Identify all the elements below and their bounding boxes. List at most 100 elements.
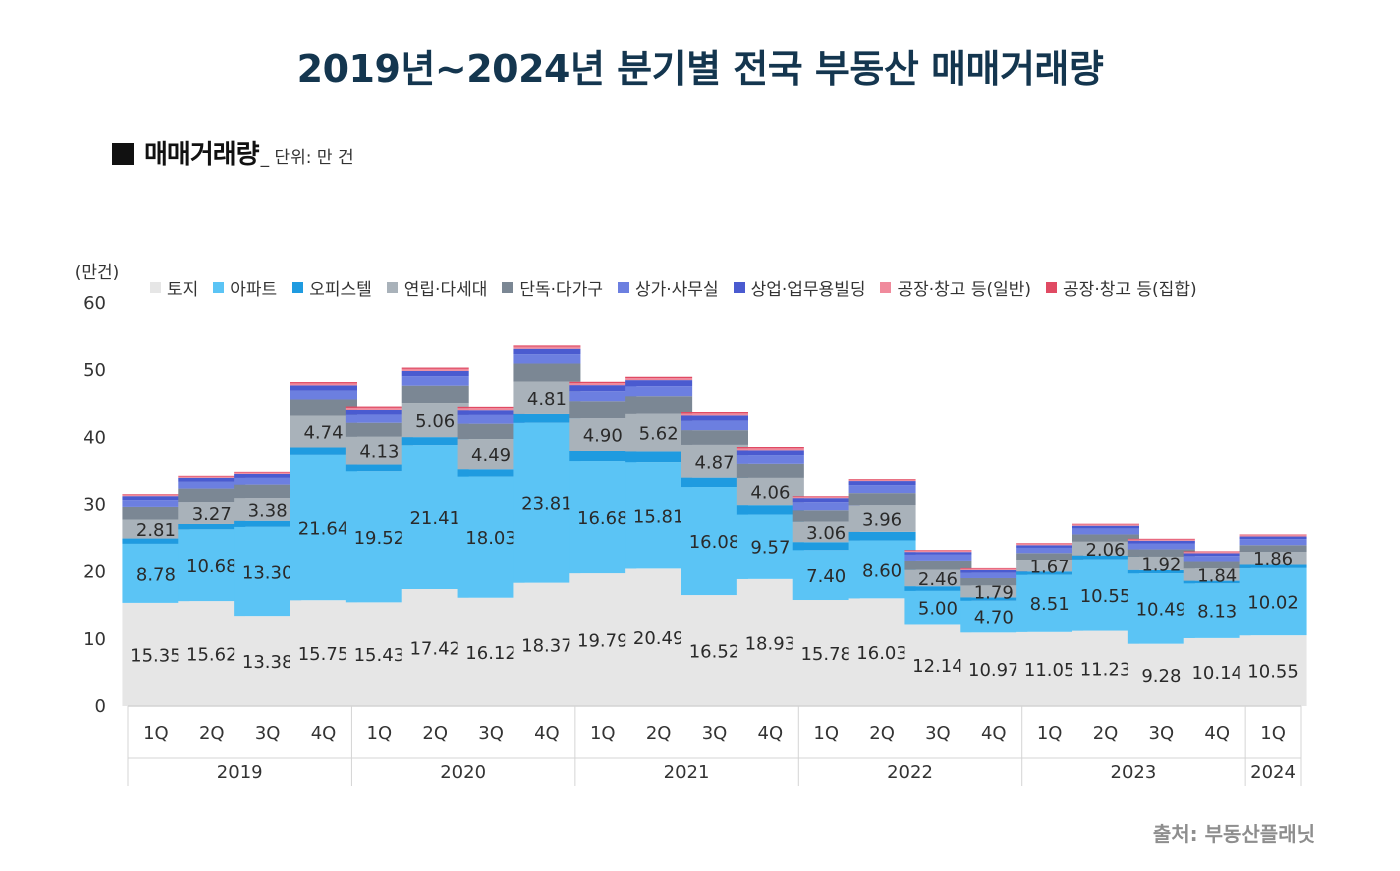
- bar-segment: [122, 506, 190, 520]
- data-label: 16.08: [689, 532, 741, 553]
- legend-swatch: [292, 282, 304, 293]
- x-tick-label: 4Q: [311, 723, 337, 744]
- bar-segment: [625, 451, 693, 463]
- bar-segment: [234, 498, 302, 521]
- x-tick-label: 1Q: [143, 723, 169, 744]
- bar-segment: [122, 494, 190, 495]
- bar-segment: [457, 597, 525, 706]
- bar-segment: [625, 413, 693, 452]
- bar-segment: [1016, 631, 1084, 706]
- legend-swatch: [880, 282, 892, 293]
- bar-segment: [569, 573, 637, 706]
- legend-item: 연립·다세대: [386, 275, 488, 300]
- bar-segment: [122, 538, 190, 544]
- bar-segment: [401, 370, 469, 377]
- bar-segment: [513, 381, 581, 414]
- data-label: 11.05: [1024, 660, 1076, 681]
- legend-item: 아파트: [213, 275, 277, 300]
- data-label: 12.14: [912, 656, 964, 677]
- x-tick-label: 4Q: [1204, 723, 1230, 744]
- bar-segment: [792, 496, 860, 499]
- bar-segment: [848, 598, 916, 706]
- legend-item: 오피스텔: [292, 275, 372, 300]
- bar-segment: [960, 632, 1028, 706]
- bar-segment: [1183, 583, 1251, 638]
- bar-segment: [290, 399, 357, 416]
- bar-segment: [345, 436, 413, 465]
- data-label: 4.49: [471, 445, 511, 466]
- bar-segment: [1127, 549, 1195, 557]
- data-label: 10.68: [186, 556, 238, 577]
- x-tick-label: 2Q: [1093, 723, 1119, 744]
- bar-segment: [681, 487, 748, 596]
- bar-segment: [625, 376, 693, 379]
- bar-segment: [234, 477, 302, 485]
- data-label: 2.81: [136, 520, 176, 541]
- data-label: 2.46: [918, 569, 958, 590]
- subtitle-main: 매매거래량: [144, 140, 260, 170]
- data-label: 15.62: [186, 645, 238, 666]
- bar-segment: [1072, 534, 1139, 542]
- legend-label: 연립·다세대: [403, 280, 488, 300]
- bar-segment: [569, 381, 637, 384]
- data-label: 8.60: [862, 560, 902, 581]
- bar-segment: [1183, 552, 1251, 554]
- bar-segment: [290, 454, 357, 601]
- bar-segment: [290, 390, 357, 400]
- bar-segment: [513, 345, 581, 347]
- x-tick-label: 4Q: [981, 723, 1007, 744]
- bar-segment: [904, 569, 972, 587]
- year-label: 2021: [664, 762, 710, 783]
- bar-segment: [122, 519, 190, 539]
- data-label: 5.00: [918, 599, 958, 620]
- bar-segment: [1127, 539, 1195, 541]
- bar-segment: [345, 414, 413, 423]
- year-label: 2019: [217, 762, 263, 783]
- data-label: 18.03: [465, 528, 517, 549]
- bar-segment: [178, 477, 246, 482]
- y-tick-label: 60: [83, 293, 106, 314]
- data-label: 13.38: [242, 652, 294, 673]
- bar-segment: [848, 485, 916, 494]
- bar-segment: [1016, 560, 1084, 572]
- bar-segment: [345, 471, 413, 603]
- data-label: 9.28: [1141, 666, 1181, 687]
- bar-segment: [904, 550, 972, 551]
- bar-segment: [848, 479, 916, 482]
- bar-segment: [401, 376, 469, 386]
- x-tick-label: 1Q: [590, 723, 616, 744]
- legend-label: 아파트: [230, 280, 278, 300]
- bar-segment: [960, 585, 1028, 598]
- y-tick-label: 20: [83, 562, 106, 583]
- chart-subtitle: 매매거래량 _ 단위: 만 건: [112, 134, 354, 171]
- legend-swatch: [502, 282, 514, 293]
- data-label: 5.06: [415, 411, 455, 432]
- bar-segment: [290, 382, 357, 384]
- legend-item: 단독·다가구: [502, 275, 603, 300]
- x-tick-label: 3Q: [702, 723, 728, 744]
- data-label: 16.52: [689, 642, 741, 663]
- y-axis-label: (만건): [75, 263, 120, 283]
- data-label: 4.81: [527, 389, 567, 410]
- bar-segment: [681, 477, 748, 488]
- x-tick-label: 3Q: [478, 723, 504, 744]
- data-label: 10.02: [1247, 592, 1299, 613]
- x-tick-label: 1Q: [367, 723, 393, 744]
- legend-swatch: [150, 282, 161, 293]
- data-label: 15.35: [130, 645, 182, 666]
- x-tick-label: 1Q: [1260, 723, 1286, 744]
- bar-segment: [1016, 574, 1084, 632]
- data-label: 15.81: [633, 506, 685, 527]
- x-tick-label: 4Q: [758, 723, 784, 744]
- bar-segment: [1183, 556, 1251, 562]
- bar-segment: [1072, 630, 1139, 706]
- data-label: 1.84: [1197, 565, 1237, 586]
- x-tick-label: 2Q: [646, 723, 672, 744]
- bar-segment: [1127, 543, 1195, 550]
- legend-label: 상가·사무실: [634, 280, 719, 300]
- bar-segment: [1016, 553, 1084, 561]
- legend-item: 상업·업무용빌딩: [733, 275, 865, 300]
- data-label: 1.92: [1141, 554, 1181, 575]
- bar-segment: [401, 368, 469, 371]
- data-label: 4.90: [583, 426, 623, 447]
